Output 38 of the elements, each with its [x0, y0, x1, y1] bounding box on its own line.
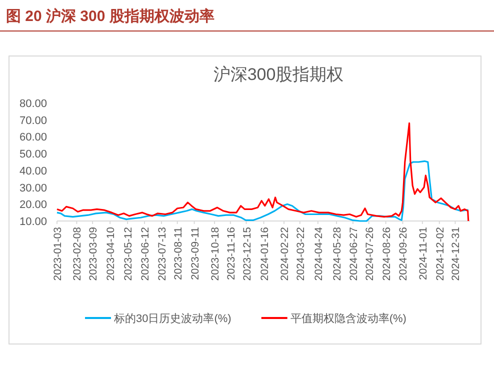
line-series: [56, 160, 470, 222]
x-tick-label: 2024-04-24: [312, 226, 325, 281]
y-tick-label: 30.00: [19, 182, 47, 194]
x-tick-label: 2023-09-11: [189, 226, 202, 280]
x-tick-label: 2023-01-03: [52, 226, 64, 281]
x-tick-label: 2024-05-28: [332, 226, 344, 281]
legend-label: 平值期权隐含波动率(%): [290, 312, 406, 325]
x-tick-label: 2023-11-16: [225, 226, 238, 280]
x-tick-label: 2023-06-12: [140, 226, 152, 281]
x-tick-label: 2023-08-11: [172, 226, 184, 280]
x-tick-label: 2023-10-18: [210, 226, 222, 281]
y-tick-label: 60.00: [19, 132, 47, 144]
legend-label: 标的30日历史波动率(%): [113, 312, 232, 325]
x-tick-label: 2023-05-12: [122, 226, 135, 281]
y-tick-label: 70.00: [19, 114, 47, 127]
y-tick-label: 50.00: [19, 148, 47, 161]
x-tick-label: 2023-12-15: [241, 226, 254, 281]
x-tick-label: 2024-12-02: [434, 226, 446, 281]
x-tick-label: 2024-09-26: [398, 226, 410, 281]
y-tick-label: 10.00: [19, 216, 47, 228]
line-series: [56, 122, 470, 222]
x-tick-label: 2024-12-31: [450, 226, 462, 281]
y-tick-label: 20.00: [19, 199, 47, 212]
x-tick-label: 2023-04-10: [105, 226, 118, 281]
chart-subtitle: 沪深300股指期权: [213, 65, 344, 84]
x-tick-label: 2023-03-09: [88, 226, 100, 281]
chart-title: 图 20 沪深 300 股指期权波动率: [6, 7, 214, 25]
x-tick-label: 2024-08-26: [380, 226, 393, 281]
x-tick-label: 2024-07-26: [364, 226, 376, 281]
x-tick-label: 2023-07-13: [156, 226, 168, 281]
y-tick-label: 40.00: [19, 165, 47, 178]
x-tick-label: 2023-02-08: [72, 226, 84, 281]
x-tick-label: 2024-11-01: [417, 226, 430, 280]
x-tick-label: 2024-01-16: [258, 226, 271, 281]
x-tick-label: 2024-02-22: [279, 226, 292, 281]
y-tick-label: 80.00: [19, 98, 47, 110]
x-tick-label: 2024-03-22: [294, 226, 307, 281]
x-tick-label: 2024-06-27: [348, 226, 360, 281]
